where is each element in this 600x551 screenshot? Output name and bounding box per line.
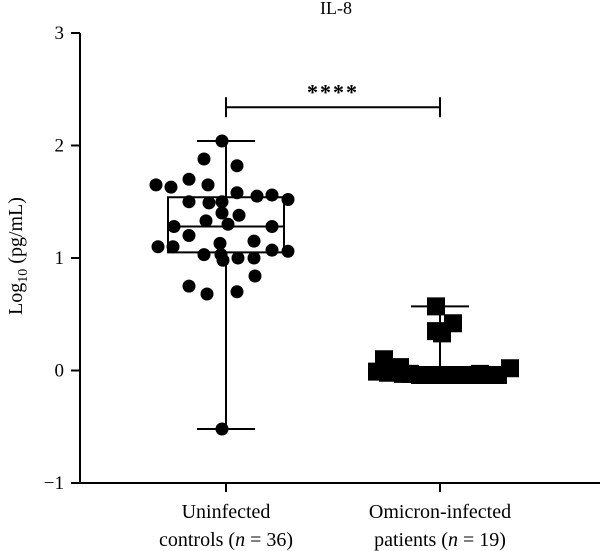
y-tick-label: 0 (55, 361, 65, 382)
significance-annotation: **** (225, 79, 441, 118)
data-point (230, 285, 244, 299)
data-point (167, 220, 181, 233)
data-point (221, 217, 235, 231)
data-point (401, 364, 419, 383)
plot-groups (149, 134, 519, 436)
y-tick-label: −1 (44, 473, 64, 494)
data-point (248, 269, 262, 283)
data-point (433, 324, 451, 343)
data-point (201, 178, 215, 192)
data-point (215, 422, 229, 436)
data-point (281, 193, 295, 206)
category-label-line1: Omicron-infected (369, 501, 511, 523)
category-label-line2: patients (n = 19) (374, 529, 506, 551)
y-axis-label: Log10 (pg/mL) (5, 197, 31, 315)
data-point (232, 208, 246, 222)
data-point (215, 206, 229, 220)
data-point (182, 279, 196, 293)
data-point (202, 196, 216, 210)
y-tick-label: 3 (55, 23, 65, 44)
data-point (215, 195, 229, 209)
data-point (197, 248, 211, 262)
significance-label: **** (307, 79, 359, 104)
data-point (247, 234, 261, 248)
x-axis (80, 482, 600, 492)
data-point (216, 253, 230, 267)
chart-title: IL-8 (320, 0, 352, 18)
data-point (230, 159, 244, 173)
data-point (250, 189, 264, 203)
data-point (151, 240, 165, 254)
group-1 (149, 134, 295, 436)
y-tick-label: 1 (55, 248, 65, 269)
data-point (182, 172, 196, 186)
data-point (231, 251, 245, 265)
data-point (427, 366, 445, 384)
data-point (213, 236, 227, 250)
data-point (164, 180, 178, 194)
data-point (265, 188, 279, 202)
category-label-line2: controls (n = 36) (159, 529, 293, 551)
data-point (215, 134, 229, 148)
data-point (166, 240, 180, 254)
data-point (247, 251, 261, 265)
data-point (471, 364, 489, 383)
y-tick-label: 2 (55, 136, 65, 157)
data-point (265, 243, 279, 257)
data-point (427, 297, 445, 316)
data-point (199, 214, 213, 228)
group-2 (368, 297, 519, 384)
data-point (182, 195, 196, 209)
y-axis: 3 2 1 0 −1 (44, 23, 81, 494)
category-labels: Uninfected controls (n = 36) Omicron-infec… (159, 501, 511, 551)
data-point (265, 220, 279, 233)
category-label-line1: Uninfected (182, 501, 271, 523)
data-point (230, 186, 244, 200)
data-point (281, 244, 295, 258)
data-point (197, 152, 211, 166)
data-point (200, 287, 214, 301)
data-point (149, 178, 163, 192)
data-point (379, 363, 397, 382)
data-point (182, 229, 196, 242)
data-point (489, 366, 507, 384)
